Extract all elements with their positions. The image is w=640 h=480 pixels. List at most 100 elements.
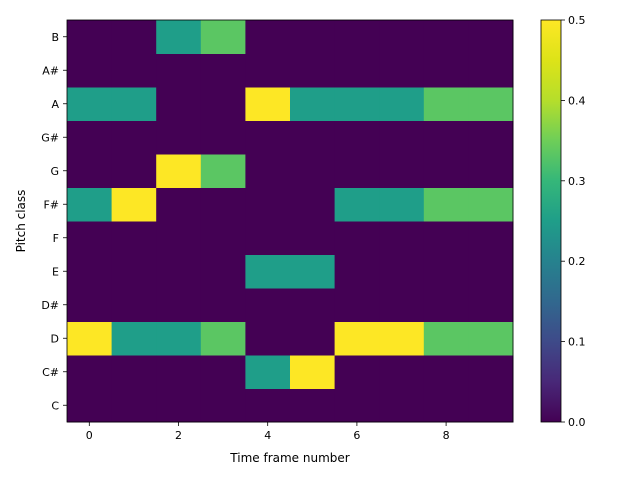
heatmap-cell-C-1 bbox=[111, 388, 157, 423]
heatmap-cell-C-5 bbox=[290, 388, 336, 423]
heatmap-cell-D-6 bbox=[334, 321, 380, 356]
heatmap-cell-G-7 bbox=[379, 154, 425, 188]
heatmap-cell-A#-6 bbox=[334, 53, 380, 88]
heatmap-cell-G#-9 bbox=[468, 120, 514, 155]
heatmap-cell-D#-9 bbox=[468, 288, 514, 322]
heatmap-cell-B-0 bbox=[67, 20, 113, 54]
heatmap-cell-C#-7 bbox=[379, 355, 425, 389]
heatmap-cell-D#-5 bbox=[290, 288, 336, 322]
heatmap-cell-F#-6 bbox=[334, 187, 380, 222]
heatmap-cell-C-6 bbox=[334, 388, 380, 423]
heatmap-cell-F#-5 bbox=[290, 187, 336, 222]
heatmap-cell-F#-8 bbox=[423, 187, 469, 222]
heatmap-cell-A-9 bbox=[468, 87, 514, 121]
heatmap-cell-A-7 bbox=[379, 87, 425, 121]
heatmap-cell-A-2 bbox=[156, 87, 202, 121]
heatmap-cell-G#-2 bbox=[156, 120, 202, 155]
plot-frame bbox=[66, 19, 514, 423]
heatmap-cell-F-8 bbox=[423, 221, 469, 255]
heatmap-cell-B-9 bbox=[468, 20, 514, 54]
heatmap-cell-F#-3 bbox=[200, 187, 246, 222]
heatmap-cell-F-1 bbox=[111, 221, 157, 255]
y-tick-label: G# bbox=[41, 131, 59, 144]
heatmap-cell-G-9 bbox=[468, 154, 514, 188]
heatmap-cell-F#-9 bbox=[468, 187, 514, 222]
heatmap-cell-C-8 bbox=[423, 388, 469, 423]
heatmap-cell-A#-9 bbox=[468, 53, 514, 88]
heatmap-cell-A#-5 bbox=[290, 53, 336, 88]
heatmap-cell-C#-2 bbox=[156, 355, 202, 389]
heatmap-cell-G-4 bbox=[245, 154, 291, 188]
heatmap-cell-D#-1 bbox=[111, 288, 157, 322]
heatmap-cell-D-0 bbox=[67, 321, 113, 356]
heatmap-cell-C-9 bbox=[468, 388, 514, 423]
heatmap-cell-G-6 bbox=[334, 154, 380, 188]
heatmap-cell-A#-7 bbox=[379, 53, 425, 88]
heatmap-cell-F-2 bbox=[156, 221, 202, 255]
heatmap-cell-A-4 bbox=[245, 87, 291, 121]
heatmap-cell-D#-6 bbox=[334, 288, 380, 322]
heatmap-cell-A-5 bbox=[290, 87, 336, 121]
heatmap-cell-A#-8 bbox=[423, 53, 469, 88]
heatmap-cell-C-7 bbox=[379, 388, 425, 423]
heatmap-cell-E-4 bbox=[245, 254, 291, 289]
heatmap-cell-C#-4 bbox=[245, 355, 291, 389]
heatmap-cell-E-8 bbox=[423, 254, 469, 289]
heatmap-cell-B-6 bbox=[334, 20, 380, 54]
y-tick-label: F# bbox=[43, 198, 59, 211]
heatmap-cell-D-7 bbox=[379, 321, 425, 356]
y-tick-label: B bbox=[51, 31, 59, 44]
heatmap-cell-D#-4 bbox=[245, 288, 291, 322]
heatmap-cell-D#-3 bbox=[200, 288, 246, 322]
heatmap-cell-C#-5 bbox=[290, 355, 336, 389]
heatmap-cell-G#-1 bbox=[111, 120, 157, 155]
heatmap-cell-G#-0 bbox=[67, 120, 113, 155]
heatmap-cell-G-8 bbox=[423, 154, 469, 188]
y-tick-label: A bbox=[51, 98, 59, 111]
heatmap-cell-B-8 bbox=[423, 20, 469, 54]
colorbar-tick-label: 0.3 bbox=[568, 175, 586, 188]
colorbar-ticks: 0.0 0.1 0.2 0.3 0.4 0.5 bbox=[561, 14, 586, 429]
colorbar-tick-label: 0.1 bbox=[568, 336, 586, 349]
heatmap-cell-E-2 bbox=[156, 254, 202, 289]
heatmap-cell-B-5 bbox=[290, 20, 336, 54]
heatmap-cell-G#-6 bbox=[334, 120, 380, 155]
heatmap-cell-E-6 bbox=[334, 254, 380, 289]
heatmap-cell-D-3 bbox=[200, 321, 246, 356]
heatmap-cell-D-2 bbox=[156, 321, 202, 356]
heatmap-cell-F-0 bbox=[67, 221, 113, 255]
heatmap-cell-C#-0 bbox=[67, 355, 113, 389]
colorbar bbox=[540, 19, 562, 423]
x-tick-label: 0 bbox=[86, 429, 93, 442]
heatmap-cell-D-8 bbox=[423, 321, 469, 356]
heatmap-cell-C#-6 bbox=[334, 355, 380, 389]
heatmap-cells bbox=[67, 20, 514, 423]
colorbar-tick-label: 0.2 bbox=[568, 255, 586, 268]
heatmap-cell-F#-7 bbox=[379, 187, 425, 222]
x-axis-label: Time frame number bbox=[229, 451, 349, 465]
heatmap-cell-D-1 bbox=[111, 321, 157, 356]
heatmap-cell-F#-4 bbox=[245, 187, 291, 222]
x-tick-label: 2 bbox=[175, 429, 182, 442]
heatmap-cell-G-0 bbox=[67, 154, 113, 188]
heatmap-cell-G-5 bbox=[290, 154, 336, 188]
y-tick-label: A# bbox=[42, 64, 59, 77]
heatmap-cell-C-0 bbox=[67, 388, 113, 423]
heatmap-cell-A-1 bbox=[111, 87, 157, 121]
x-tick-label: 4 bbox=[264, 429, 271, 442]
heatmap-cell-E-9 bbox=[468, 254, 514, 289]
heatmap-cell-A-6 bbox=[334, 87, 380, 121]
heatmap-cell-A#-4 bbox=[245, 53, 291, 88]
heatmap-cell-D-4 bbox=[245, 321, 291, 356]
y-tick-label: F bbox=[53, 232, 59, 245]
heatmap-cell-D#-7 bbox=[379, 288, 425, 322]
heatmap-cell-B-1 bbox=[111, 20, 157, 54]
heatmap-cell-A#-2 bbox=[156, 53, 202, 88]
heatmap-cell-D-9 bbox=[468, 321, 514, 356]
heatmap-cell-D#-8 bbox=[423, 288, 469, 322]
y-tick-label: D bbox=[51, 332, 59, 345]
heatmap-cell-B-7 bbox=[379, 20, 425, 54]
heatmap-cell-D#-2 bbox=[156, 288, 202, 322]
heatmap-cell-D-5 bbox=[290, 321, 336, 356]
